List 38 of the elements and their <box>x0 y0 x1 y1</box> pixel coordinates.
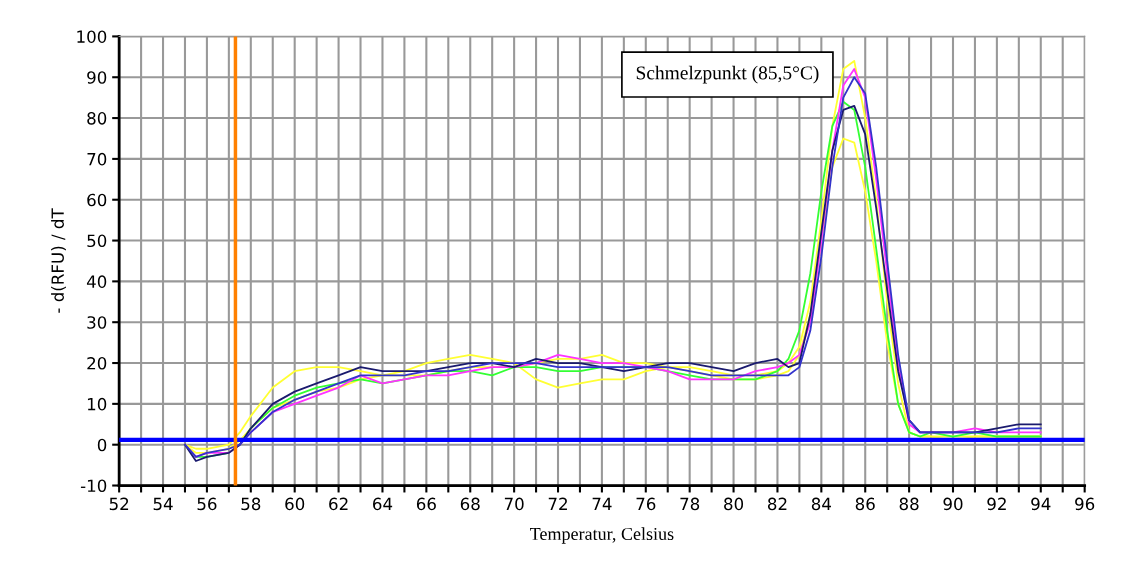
y-tick-label: 60 <box>87 193 107 207</box>
y-tick-label: 0 <box>97 438 107 452</box>
annotation: Schmelzpunkt (85,5°C) <box>636 65 819 84</box>
x-tick-label: 96 <box>1075 497 1095 511</box>
y-tick-label: 40 <box>86 275 107 288</box>
x-tick-label: 52 <box>109 497 129 511</box>
x-tick-label: 54 <box>153 497 173 511</box>
x-tick-label: 80 <box>724 497 744 511</box>
x-tick-label: 58 <box>241 497 261 511</box>
y-tick-label: 100 <box>77 30 107 43</box>
x-tick-label: 82 <box>767 497 787 511</box>
y-tick-label: 90 <box>87 71 107 84</box>
x-tick-label: 84 <box>811 497 832 511</box>
x-axis-title: Temperatur, Celsius <box>530 527 674 544</box>
y-tick-label: 20 <box>87 357 107 370</box>
y-tick-label: -10 <box>80 479 107 493</box>
y-tick-label: 70 <box>87 152 107 166</box>
x-tick-label: 60 <box>285 497 305 511</box>
x-tick-label: 70 <box>504 497 524 511</box>
x-tick-label: 92 <box>987 497 1006 511</box>
x-tick-label: 76 <box>636 497 656 511</box>
x-tick-label: 88 <box>899 497 919 511</box>
y-tick-label: 80 <box>87 112 107 125</box>
x-tick-label: 66 <box>416 497 436 511</box>
x-tick-label: 68 <box>460 497 480 511</box>
x-tick-label: 62 <box>329 497 348 511</box>
y-tick-label: 10 <box>87 397 107 411</box>
y-axis-title: - d(RFU) / dT <box>51 208 66 313</box>
x-tick-label: 86 <box>855 497 875 511</box>
x-tick-label: 78 <box>680 497 700 511</box>
x-tick-label: 72 <box>548 497 567 510</box>
y-tick-label: 50 <box>87 234 107 248</box>
x-tick-label: 64 <box>373 497 393 511</box>
x-tick-label: 90 <box>943 497 963 511</box>
x-tick-label: 56 <box>197 497 217 511</box>
x-tick-label: 74 <box>592 497 612 510</box>
x-tick-label: 94 <box>1031 497 1051 511</box>
y-tick-label: 30 <box>87 316 107 329</box>
